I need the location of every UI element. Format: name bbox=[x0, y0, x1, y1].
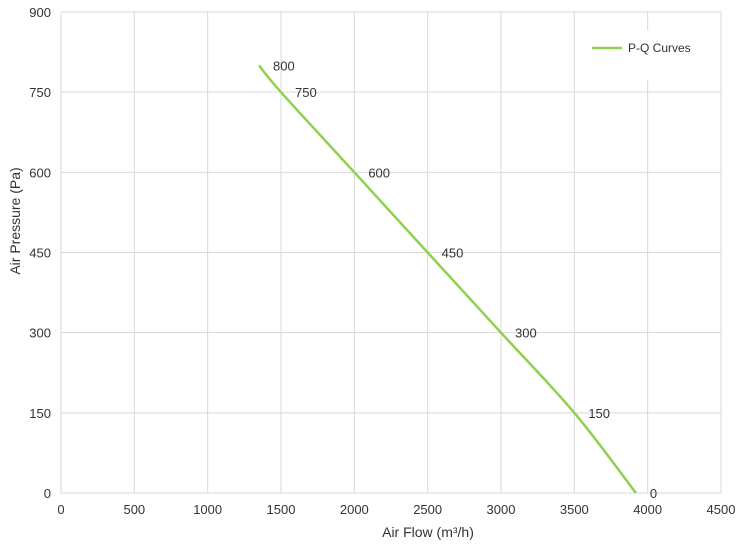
y-tick-label: 900 bbox=[29, 5, 51, 20]
x-tick-label: 3000 bbox=[487, 502, 516, 517]
data-label: 150 bbox=[588, 406, 610, 421]
x-tick-label: 2000 bbox=[340, 502, 369, 517]
x-tick-label: 4000 bbox=[633, 502, 662, 517]
x-axis-title: Air Flow (m³/h) bbox=[382, 524, 474, 540]
y-tick-labels: 0 150 300 450 600 750 900 bbox=[29, 5, 51, 501]
x-tick-labels: 0 500 1000 1500 2000 2500 3000 3500 4000 4500 bbox=[57, 502, 735, 517]
grid-lines bbox=[60, 11, 722, 494]
data-label: 800 bbox=[273, 58, 295, 73]
y-tick-label: 600 bbox=[29, 165, 51, 180]
data-label: 300 bbox=[515, 326, 537, 341]
y-tick-label: 300 bbox=[29, 326, 51, 341]
data-label: 600 bbox=[368, 165, 390, 180]
y-tick-label: 450 bbox=[29, 246, 51, 261]
y-tick-label: 0 bbox=[44, 486, 51, 501]
legend-box bbox=[582, 30, 710, 80]
legend: P-Q Curves bbox=[582, 30, 710, 80]
x-tick-label: 500 bbox=[123, 502, 145, 517]
data-label: 450 bbox=[442, 246, 464, 261]
legend-label: P-Q Curves bbox=[628, 41, 691, 55]
series-layer bbox=[258, 64, 637, 494]
y-axis-title: Air Pressure (Pa) bbox=[7, 167, 23, 274]
x-tick-label: 2500 bbox=[413, 502, 442, 517]
series-line-pq bbox=[258, 64, 637, 494]
y-tick-label: 750 bbox=[29, 85, 51, 100]
data-label: 0 bbox=[650, 486, 657, 501]
x-tick-label: 1000 bbox=[193, 502, 222, 517]
x-tick-label: 4500 bbox=[707, 502, 736, 517]
x-tick-label: 1500 bbox=[267, 502, 296, 517]
x-tick-label: 0 bbox=[57, 502, 64, 517]
x-tick-label: 3500 bbox=[560, 502, 589, 517]
y-tick-label: 150 bbox=[29, 406, 51, 421]
data-label: 750 bbox=[295, 85, 317, 100]
